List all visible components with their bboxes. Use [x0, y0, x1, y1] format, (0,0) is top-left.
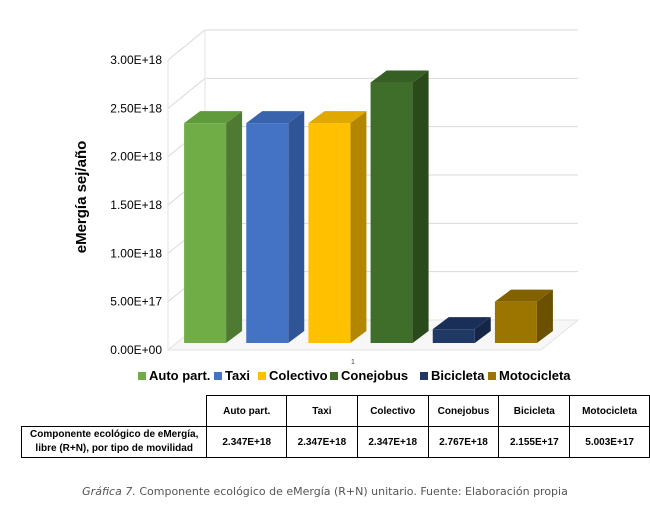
legend-swatch: [258, 372, 266, 380]
legend-item: Bicicleta: [420, 368, 485, 383]
x-axis-marker: 1: [351, 359, 355, 366]
legend-swatch: [330, 372, 338, 380]
bar-motocicleta: [494, 289, 553, 343]
bar-front: [308, 123, 351, 343]
legend-item: Motocicleta: [488, 368, 571, 383]
bar-top: [370, 70, 429, 83]
bar-side: [474, 317, 491, 343]
figure-caption: Gráfica 7. Componente ecológico de eMerg…: [0, 485, 650, 498]
legend-swatch: [214, 372, 222, 380]
bar-conejobus: [370, 70, 429, 344]
table-cell: 2.155E+17: [498, 426, 571, 458]
table-header-cell: Auto part.: [206, 395, 288, 427]
bar-side: [288, 111, 305, 343]
bar-top: [246, 111, 305, 124]
bar-side: [350, 111, 367, 343]
bar-top: [184, 111, 243, 124]
legend-item: Taxi: [214, 368, 250, 383]
y-tick-label: 1.00E+18: [110, 246, 162, 260]
table-cell: 2.347E+18: [356, 426, 429, 458]
y-tick-label: 3.00E+18: [110, 53, 162, 67]
table-row: Componente ecológico de eMergía, libre (…: [20, 426, 650, 458]
legend-item: Conejobus: [330, 368, 408, 383]
legend-item: Auto part.: [138, 368, 210, 383]
table-cell: 2.347E+18: [286, 426, 358, 458]
legend-swatch: [488, 372, 496, 380]
table-row-label: Componente ecológico de eMergía, libre (…: [20, 426, 208, 458]
gridline-depth: [167, 29, 206, 61]
table-row-label-line: libre (R+N), por tipo de movilidad: [35, 443, 193, 454]
table-header-cell: Taxi: [286, 395, 358, 427]
bar-side: [536, 289, 553, 343]
table-corner: [21, 395, 208, 427]
bar-side: [412, 70, 429, 344]
caption-text: Componente ecológico de eMergía (R+N) un…: [135, 485, 568, 498]
legend-label: Auto part.: [149, 368, 210, 383]
gridline-depth: [167, 77, 206, 109]
bar-top: [494, 289, 553, 302]
legend-swatch: [138, 372, 146, 380]
bar-top: [432, 317, 491, 330]
bar-colectivo: [308, 111, 367, 343]
y-tick-label: 2.50E+18: [110, 101, 162, 115]
bar-front: [246, 123, 289, 343]
chart: 0.00E+00 5.00E+17 1.00E+18 1.50E+18 2.00E+18…: [73, 29, 580, 383]
bar-side: [226, 111, 243, 343]
legend-label: Bicicleta: [431, 368, 485, 383]
table-header-cell: Bicicleta: [498, 395, 571, 427]
bar-top: [308, 111, 367, 124]
table-cell: 2.347E+18: [206, 426, 288, 458]
caption-label: Gráfica 7.: [82, 485, 136, 498]
bar-bicicleta: [432, 317, 491, 343]
table-cell: 5.003E+17: [569, 426, 650, 458]
legend-item: Colectivo: [258, 368, 328, 383]
table-row-label-line: Componente ecológico de eMergía,: [30, 429, 199, 440]
legend-label: Motocicleta: [499, 368, 571, 383]
bar-front: [370, 82, 413, 344]
table-header-row: Auto part. Taxi Colectivo Conejobus Bici…: [21, 395, 650, 427]
y-axis-label: eMergía sej/año: [73, 141, 90, 254]
table-header-cell: Colectivo: [356, 395, 429, 427]
legend: Auto part. Taxi Colectivo Conejobus Biciclet…: [138, 368, 571, 383]
bar-taxi: [246, 111, 305, 343]
bars: [184, 70, 553, 344]
data-table: Auto part. Taxi Colectivo Conejobus Bici…: [20, 395, 650, 458]
bar-auto-part: [184, 111, 243, 343]
y-axis-ticks: 0.00E+00 5.00E+17 1.00E+18 1.50E+18 2.00E+18…: [110, 53, 162, 357]
table-header-cell: Motocicleta: [569, 395, 650, 427]
bar-front: [432, 329, 475, 343]
y-tick-label: 0.00E+00: [110, 343, 162, 357]
legend-label: Colectivo: [269, 368, 328, 383]
legend-label: Taxi: [225, 368, 250, 383]
bar-front: [494, 301, 537, 343]
table-header-cell: Conejobus: [427, 395, 500, 427]
y-tick-label: 1.50E+18: [110, 198, 162, 212]
legend-swatch: [420, 372, 428, 380]
table-cell: 2.767E+18: [427, 426, 500, 458]
bar-front: [184, 123, 227, 343]
y-tick-label: 2.00E+18: [110, 150, 162, 164]
legend-label: Conejobus: [341, 368, 408, 383]
y-tick-label: 5.00E+17: [110, 295, 162, 309]
